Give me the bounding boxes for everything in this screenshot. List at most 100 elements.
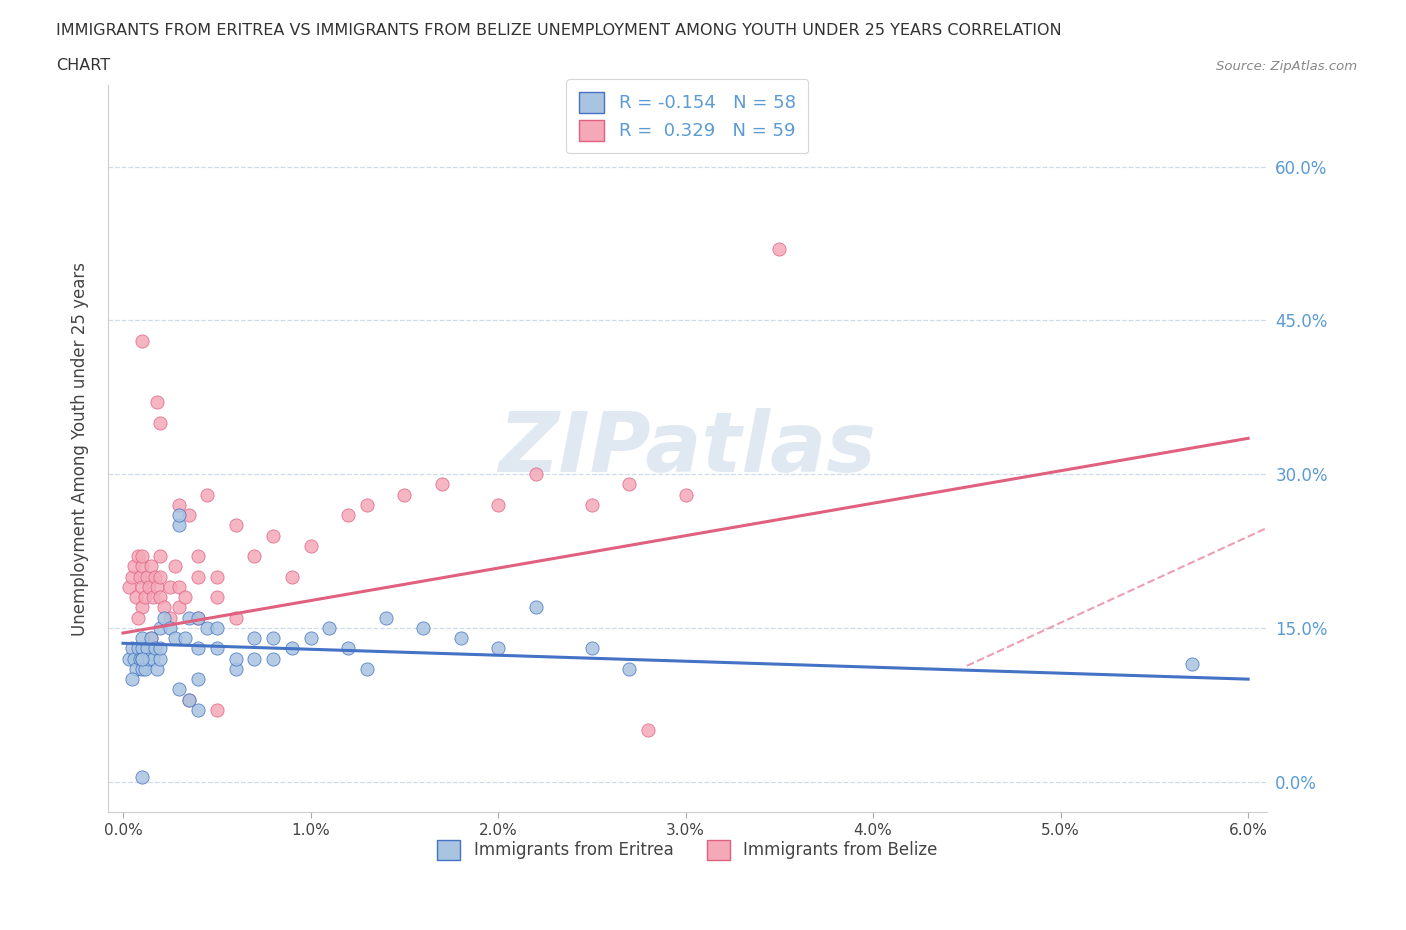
Point	[225, 610, 247, 625]
Point	[281, 569, 304, 584]
Y-axis label: Unemployment Among Youth under 25 years: Unemployment Among Youth under 25 years	[72, 261, 89, 635]
Point	[675, 487, 697, 502]
Point	[173, 631, 195, 645]
Point	[142, 590, 165, 604]
Point	[131, 549, 153, 564]
Point	[262, 631, 284, 645]
Point	[299, 631, 322, 645]
Point	[195, 487, 218, 502]
Point	[187, 610, 209, 625]
Point	[165, 631, 187, 645]
Point	[127, 549, 149, 564]
Point	[195, 620, 218, 635]
Point	[619, 477, 641, 492]
Point	[139, 559, 162, 574]
Point	[127, 610, 149, 625]
Point	[374, 610, 396, 625]
Point	[524, 600, 547, 615]
Point	[356, 661, 378, 676]
Point	[143, 641, 166, 656]
Point	[205, 620, 228, 635]
Point	[138, 579, 160, 594]
Point	[159, 610, 181, 625]
Point	[177, 610, 200, 625]
Point	[187, 671, 209, 686]
Point	[486, 498, 509, 512]
Point	[122, 651, 145, 666]
Point	[167, 682, 190, 697]
Point	[136, 569, 159, 584]
Point	[149, 569, 172, 584]
Point	[581, 498, 603, 512]
Point	[637, 723, 659, 737]
Point	[581, 641, 603, 656]
Point	[149, 651, 172, 666]
Point	[430, 477, 453, 492]
Point	[149, 416, 172, 431]
Text: Source: ZipAtlas.com: Source: ZipAtlas.com	[1216, 60, 1357, 73]
Point	[149, 620, 172, 635]
Point	[768, 241, 790, 256]
Point	[225, 651, 247, 666]
Point	[318, 620, 340, 635]
Text: ZIPatlas: ZIPatlas	[499, 408, 876, 489]
Point	[117, 579, 139, 594]
Point	[205, 590, 228, 604]
Point	[177, 692, 200, 707]
Point	[121, 671, 143, 686]
Point	[136, 641, 159, 656]
Point	[125, 661, 148, 676]
Point	[159, 620, 181, 635]
Point	[299, 538, 322, 553]
Point	[131, 631, 153, 645]
Point	[131, 641, 153, 656]
Point	[149, 549, 172, 564]
Point	[356, 498, 378, 512]
Point	[450, 631, 472, 645]
Point	[187, 641, 209, 656]
Point	[127, 641, 149, 656]
Point	[225, 518, 247, 533]
Point	[205, 641, 228, 656]
Point	[149, 590, 172, 604]
Point	[117, 651, 139, 666]
Point	[167, 498, 190, 512]
Point	[165, 559, 187, 574]
Point	[131, 769, 153, 784]
Point	[167, 600, 190, 615]
Point	[243, 651, 266, 666]
Point	[121, 641, 143, 656]
Point	[145, 579, 167, 594]
Point	[122, 559, 145, 574]
Point	[524, 467, 547, 482]
Point	[143, 569, 166, 584]
Point	[145, 661, 167, 676]
Point	[187, 569, 209, 584]
Point	[131, 334, 153, 349]
Point	[205, 569, 228, 584]
Point	[262, 528, 284, 543]
Point	[337, 508, 360, 523]
Point	[159, 579, 181, 594]
Point	[187, 610, 209, 625]
Point	[412, 620, 434, 635]
Point	[131, 661, 153, 676]
Point	[134, 661, 156, 676]
Point	[619, 661, 641, 676]
Point	[486, 641, 509, 656]
Point	[187, 549, 209, 564]
Point	[139, 631, 162, 645]
Point	[131, 651, 153, 666]
Point	[153, 600, 176, 615]
Point	[131, 600, 153, 615]
Point	[205, 702, 228, 717]
Point	[149, 641, 172, 656]
Point	[139, 631, 162, 645]
Point	[187, 702, 209, 717]
Point	[225, 661, 247, 676]
Point	[134, 590, 156, 604]
Point	[128, 651, 150, 666]
Point	[281, 641, 304, 656]
Point	[1181, 657, 1204, 671]
Point	[142, 651, 165, 666]
